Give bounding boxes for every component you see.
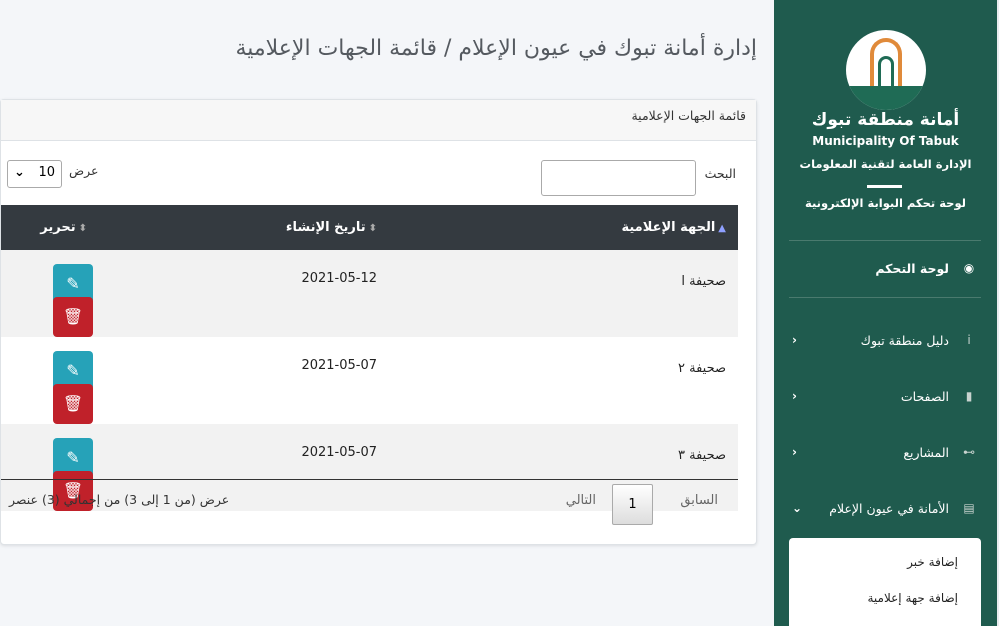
trash-icon: 🗑	[62, 481, 84, 500]
sidebar-item-pages[interactable]: ▮ الصفحات ‹	[792, 384, 979, 408]
sort-asc-icon: ▲	[718, 223, 726, 234]
pagination-next[interactable]: التالي	[565, 493, 596, 508]
edit-icon: ✎	[66, 448, 80, 467]
column-label: تاريخ الإنشاء	[285, 220, 366, 235]
tachometer-icon: ◉	[963, 261, 975, 275]
divider	[789, 240, 981, 241]
portal-name: لوحة تحكم البوابة الإلكترونية	[804, 196, 966, 210]
sidebar-item-label: الصفحات	[900, 388, 949, 404]
sidebar-item-dashboard[interactable]: ◉ لوحة التحكم	[792, 256, 979, 280]
cell-name: صحيفة ٣	[389, 424, 738, 511]
sidebar: أمانة منطقة تبوك Municipality Of Tabuk ا…	[774, 0, 999, 626]
divider	[867, 185, 902, 188]
media-list-card: قائمة الجهات الإعلامية البحث عرض ⌄ 10 ▲ال…	[0, 99, 757, 545]
table-row: صحيفة ٣ 2021-05-07 ✎🗑	[1, 424, 738, 511]
brand-arabic: أمانة منطقة تبوك	[811, 110, 960, 130]
delete-button[interactable]: 🗑	[53, 471, 93, 511]
column-header-edit[interactable]: ⬍تحرير	[1, 205, 99, 250]
search-input[interactable]	[541, 160, 696, 196]
divider	[1, 479, 738, 480]
page-length-select[interactable]: ⌄ 10	[7, 160, 62, 188]
chevron-down-icon: ⌄	[14, 165, 25, 180]
cell-actions: ✎🗑	[1, 250, 99, 337]
brand-english: Municipality Of Tabuk	[812, 134, 959, 148]
media-submenu: إضافة خبر إضافة جهة إعلامية	[789, 538, 981, 626]
divider	[789, 297, 981, 298]
sort-icon: ⬍	[368, 223, 377, 234]
column-label: تحرير	[40, 220, 76, 235]
cell-actions: ✎🗑	[1, 337, 99, 424]
table-info: عرض (من 1 إلى 3) من إجمالي (3) عنصر	[9, 492, 230, 507]
media-table: ▲الجهة الإعلامية ⬍تاريخ الإنشاء ⬍تحرير ص…	[1, 205, 738, 511]
sitemap-icon: ⊶	[963, 445, 975, 459]
department-name: الإدارة العامة لتقنية المعلومات	[799, 157, 972, 171]
delete-button[interactable]: 🗑	[53, 297, 93, 337]
trash-icon: 🗑	[62, 307, 84, 326]
sidebar-item-tabuk-guide[interactable]: i دليل منطقة تبوك ‹	[792, 328, 979, 352]
cell-actions: ✎🗑	[1, 424, 99, 511]
submenu-add-news[interactable]: إضافة خبر	[907, 555, 958, 569]
column-header-name[interactable]: ▲الجهة الإعلامية	[389, 205, 738, 250]
cell-date: 2021-05-07	[99, 337, 389, 424]
table-row: صحيفة ٢ 2021-05-07 ✎🗑	[1, 337, 738, 424]
cell-name: صحيفة ٢	[389, 337, 738, 424]
card-title: قائمة الجهات الإعلامية	[1, 100, 756, 141]
chevron-left-icon: ‹	[792, 389, 797, 403]
trash-icon: 🗑	[62, 394, 84, 413]
sidebar-item-label: لوحة التحكم	[875, 260, 949, 276]
municipality-logo	[846, 30, 926, 110]
cell-date: 2021-05-12	[99, 250, 389, 337]
info-icon: i	[967, 333, 971, 347]
sidebar-item-projects[interactable]: ⊶ المشاريع ‹	[792, 440, 979, 464]
length-label: عرض	[69, 163, 99, 178]
pagination-previous[interactable]: السابق	[680, 493, 718, 508]
edit-icon: ✎	[66, 274, 80, 293]
chevron-left-icon: ‹	[792, 333, 797, 347]
column-header-date[interactable]: ⬍تاريخ الإنشاء	[99, 205, 389, 250]
chevron-down-icon: ⌄	[792, 501, 803, 515]
newspaper-icon: ▤	[963, 501, 975, 515]
sort-icon: ⬍	[78, 223, 87, 234]
delete-button[interactable]: 🗑	[53, 384, 93, 424]
sidebar-item-label: الأمانة في عيون الإعلام	[829, 500, 949, 516]
search-label: البحث	[704, 166, 736, 181]
table-row: صحيفة ا 2021-05-12 ✎🗑	[1, 250, 738, 337]
sidebar-item-label: دليل منطقة تبوك	[860, 332, 949, 348]
pagination-page-1[interactable]: 1	[612, 484, 653, 525]
page-length-value: 10	[38, 165, 55, 180]
edit-icon: ✎	[66, 361, 80, 380]
column-label: الجهة الإعلامية	[621, 220, 716, 235]
chevron-left-icon: ‹	[792, 445, 797, 459]
cell-name: صحيفة ا	[389, 250, 738, 337]
file-icon: ▮	[965, 389, 973, 403]
page-title: إدارة أمانة تبوك في عيون الإعلام / قائمة…	[235, 36, 757, 61]
sidebar-item-label: المشاريع	[903, 444, 949, 460]
submenu-add-media-outlet[interactable]: إضافة جهة إعلامية	[867, 591, 959, 605]
sidebar-item-media[interactable]: ▤ الأمانة في عيون الإعلام ⌄	[792, 496, 979, 520]
cell-date: 2021-05-07	[99, 424, 389, 511]
